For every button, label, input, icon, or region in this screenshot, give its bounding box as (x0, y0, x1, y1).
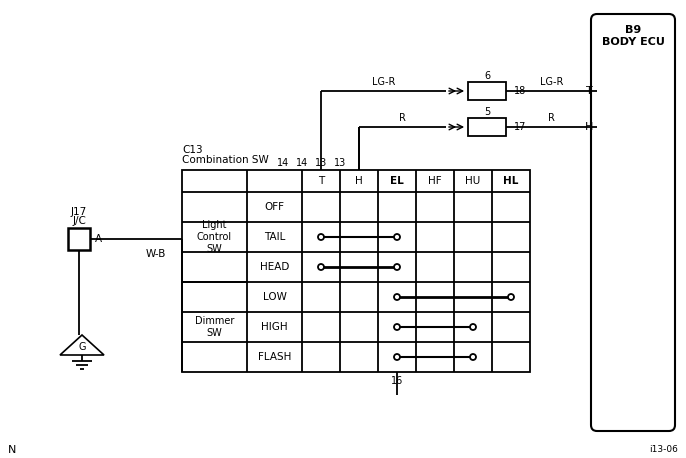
Text: 13: 13 (334, 158, 346, 168)
Text: T: T (318, 176, 324, 186)
Text: 5: 5 (484, 107, 490, 117)
Text: R: R (548, 113, 555, 123)
Text: OFF: OFF (265, 202, 285, 212)
Bar (182, 170, 530, 372)
Circle shape (318, 234, 324, 240)
Circle shape (394, 354, 400, 360)
Text: G: G (78, 342, 86, 352)
Circle shape (394, 264, 400, 270)
Circle shape (470, 324, 476, 330)
Text: Dimmer
SW: Dimmer SW (195, 316, 234, 338)
Text: C13: C13 (182, 145, 202, 155)
Text: 14: 14 (296, 158, 308, 168)
Text: i13-06: i13-06 (649, 446, 678, 454)
Text: 6: 6 (484, 71, 490, 81)
Text: HEAD: HEAD (260, 262, 289, 272)
Text: ID2: ID2 (480, 122, 495, 131)
Text: 18: 18 (514, 86, 526, 96)
Text: FLASH: FLASH (258, 352, 291, 362)
Circle shape (394, 234, 400, 240)
Bar (68, 228, 90, 250)
Text: ID2: ID2 (480, 87, 495, 96)
Text: HL: HL (504, 176, 519, 186)
Text: HIGH: HIGH (261, 322, 288, 332)
Text: LG-R: LG-R (372, 77, 395, 87)
Text: Combination SW: Combination SW (182, 155, 269, 165)
Text: H: H (584, 122, 593, 132)
Text: 14: 14 (277, 158, 289, 168)
Text: H: H (355, 176, 363, 186)
Bar (468, 118, 506, 136)
Text: W-B: W-B (146, 249, 166, 259)
Circle shape (318, 264, 324, 270)
Circle shape (394, 324, 400, 330)
Text: HU: HU (465, 176, 481, 186)
Circle shape (508, 294, 514, 300)
Text: R: R (399, 113, 406, 123)
Circle shape (394, 294, 400, 300)
Text: LG-R: LG-R (540, 77, 563, 87)
Text: T: T (586, 86, 593, 96)
Text: EL: EL (390, 176, 404, 186)
Text: J/C: J/C (72, 216, 86, 226)
Circle shape (470, 354, 476, 360)
Text: 17: 17 (514, 122, 526, 132)
Text: 16: 16 (391, 376, 403, 386)
Text: Light
Control
SW: Light Control SW (197, 220, 232, 254)
Text: A: A (95, 234, 102, 244)
Text: HF: HF (428, 176, 442, 186)
Text: B9
BODY ECU: B9 BODY ECU (602, 25, 665, 47)
Text: 13: 13 (315, 158, 327, 168)
Text: N: N (8, 445, 16, 455)
Text: TAIL: TAIL (264, 232, 285, 242)
Bar (468, 82, 506, 100)
Text: LOW: LOW (263, 292, 287, 302)
Text: J17: J17 (71, 207, 87, 217)
